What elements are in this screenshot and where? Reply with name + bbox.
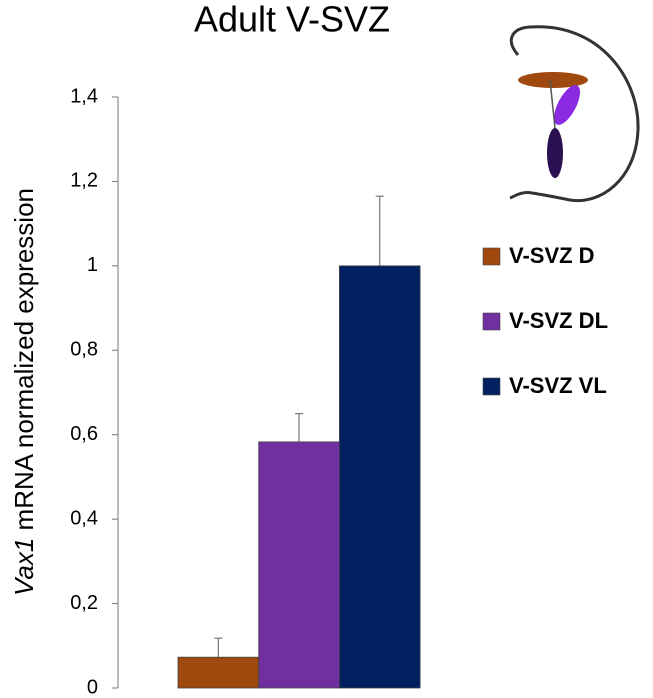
y-axis-label: Vax1 mRNA normalized expression (9, 188, 39, 596)
legend-label: V-SVZ D (509, 243, 595, 268)
y-tick-label: 0 (87, 676, 98, 698)
y-axis-label-rest: mRNA normalized expression (9, 188, 39, 530)
y-axis-label-italic: Vax1 (9, 538, 39, 596)
legend-label: V-SVZ DL (509, 308, 608, 333)
region-vl (547, 128, 563, 178)
y-tick-label: 0,8 (70, 339, 98, 361)
region-d (518, 72, 588, 88)
legend-label: V-SVZ VL (509, 373, 607, 398)
bar (258, 441, 340, 689)
bar (338, 265, 421, 689)
y-tick-label: 1,4 (70, 85, 98, 107)
y-tick-label: 0,4 (70, 507, 98, 529)
y-tick-label: 0,2 (70, 592, 98, 614)
region-dl (553, 85, 581, 125)
legend-swatch (482, 247, 501, 266)
chart-title: Adult V-SVZ (194, 0, 390, 40)
legend-swatch (482, 377, 501, 396)
brain-diagram (509, 25, 640, 203)
bar (177, 656, 260, 689)
y-tick-label: 1,2 (70, 170, 98, 192)
legend-swatch (482, 312, 501, 331)
y-tick-label: 1 (87, 254, 98, 276)
brain-outline (509, 25, 640, 203)
diagram-line (549, 79, 556, 129)
y-tick-label: 0,6 (70, 423, 98, 445)
